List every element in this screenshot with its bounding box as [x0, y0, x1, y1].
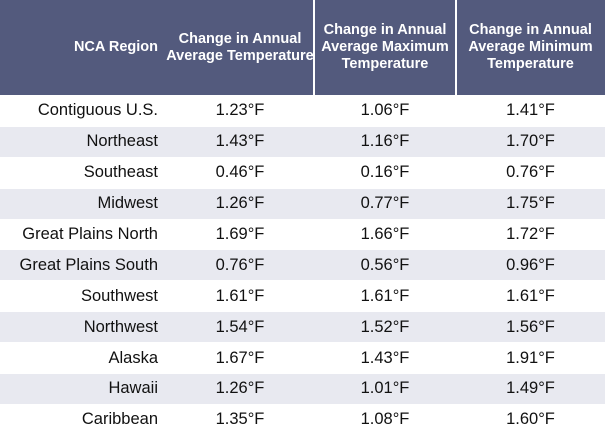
min-temp-change-cell: 1.72°F — [506, 225, 555, 243]
avg-temp-change-cell: 1.54°F — [215, 317, 265, 336]
table-row: Alaska 1.67°F 1.43°F 1.91°F — [0, 342, 605, 374]
max-temp-change-cell: 1.66°F — [360, 225, 410, 243]
avg-temp-change-cell: 1.69°F — [215, 225, 265, 243]
table-header: NCA Region Change in Annual Average Temp… — [0, 0, 605, 95]
max-temp-change-cell: 0.77°F — [360, 194, 410, 213]
max-temp-change-cell: 0.56°F — [360, 255, 410, 274]
header-annual-max: Change in Annual Average Maximum Tempera… — [321, 22, 449, 72]
min-temp-change-cell: 0.96°F — [506, 255, 555, 274]
header-annual-min: Change in Annual Average Minimum Tempera… — [468, 22, 593, 72]
min-temp-change-cell: 1.49°F — [506, 379, 555, 398]
region-cell: Midwest — [97, 194, 158, 213]
min-temp-change-cell: 1.41°F — [506, 101, 555, 120]
header-divider — [313, 0, 315, 95]
avg-temp-change-cell: 1.61°F — [215, 286, 265, 305]
region-cell: Northeast — [86, 132, 158, 151]
avg-temp-change-cell: 0.46°F — [215, 163, 265, 182]
table-body: Contiguous U.S. 1.23°F 1.06°F 1.41°F Northea… — [0, 95, 605, 435]
max-temp-change-cell: 1.01°F — [360, 379, 410, 398]
max-temp-change-cell: 0.16°F — [360, 163, 410, 182]
max-temp-change-cell: 1.43°F — [360, 348, 410, 367]
min-temp-change-cell: 1.91°F — [506, 348, 555, 367]
region-cell: Great Plains South — [19, 255, 159, 274]
region-cell: Southwest — [80, 286, 158, 305]
table-row: Southeast 0.46°F 0.16°F 0.76°F — [0, 156, 605, 188]
min-temp-change-cell: 1.75°F — [506, 194, 555, 213]
region-cell: Alaska — [108, 348, 158, 367]
region-cell: Contiguous U.S. — [37, 101, 158, 120]
max-temp-change-cell: 1.16°F — [360, 132, 410, 151]
region-cell: Caribbean — [81, 410, 158, 429]
table-row: Midwest 1.26°F 0.77°F 1.75°F — [0, 187, 605, 219]
avg-temp-change-cell: 1.35°F — [215, 410, 265, 429]
max-temp-change-cell: 1.08°F — [360, 410, 410, 429]
min-temp-change-cell: 1.60°F — [506, 410, 555, 429]
region-cell: Southeast — [83, 163, 158, 182]
header-annual-average: Change in Annual Average Temperature — [166, 30, 314, 64]
region-cell: Great Plains North — [22, 225, 158, 243]
table-row: Contiguous U.S. 1.23°F 1.06°F 1.41°F — [0, 95, 605, 126]
header-nca-region: NCA Region — [73, 39, 158, 55]
min-temp-change-cell: 0.76°F — [506, 163, 555, 182]
avg-temp-change-cell: 1.23°F — [215, 101, 265, 120]
table-row: Northwest 1.54°F 1.52°F 1.56°F — [0, 311, 605, 343]
table-row: Northeast 1.43°F 1.16°F 1.70°F — [0, 125, 605, 157]
min-temp-change-cell: 1.61°F — [506, 286, 555, 305]
avg-temp-change-cell: 1.26°F — [215, 379, 265, 398]
region-cell: Northwest — [83, 317, 158, 336]
max-temp-change-cell: 1.06°F — [360, 101, 410, 120]
max-temp-change-cell: 1.61°F — [360, 286, 410, 305]
table-row: Great Plains North 1.69°F 1.66°F 1.72°F — [0, 218, 605, 250]
table-row: Southwest 1.61°F 1.61°F 1.61°F — [0, 280, 605, 312]
min-temp-change-cell: 1.70°F — [506, 132, 555, 151]
max-temp-change-cell: 1.52°F — [360, 317, 410, 336]
min-temp-change-cell: 1.56°F — [506, 317, 555, 336]
header-divider — [455, 0, 457, 95]
avg-temp-change-cell: 1.67°F — [215, 348, 265, 367]
avg-temp-change-cell: 0.76°F — [215, 255, 265, 274]
table-row: Hawaii 1.26°F 1.01°F 1.49°F — [0, 373, 605, 404]
table-row: Caribbean 1.35°F 1.08°F 1.60°F — [0, 403, 605, 435]
table-row: Great Plains South 0.76°F 0.56°F 0.96°F — [0, 249, 605, 281]
region-cell: Hawaii — [108, 379, 158, 398]
avg-temp-change-cell: 1.26°F — [215, 194, 265, 213]
avg-temp-change-cell: 1.43°F — [215, 132, 265, 151]
